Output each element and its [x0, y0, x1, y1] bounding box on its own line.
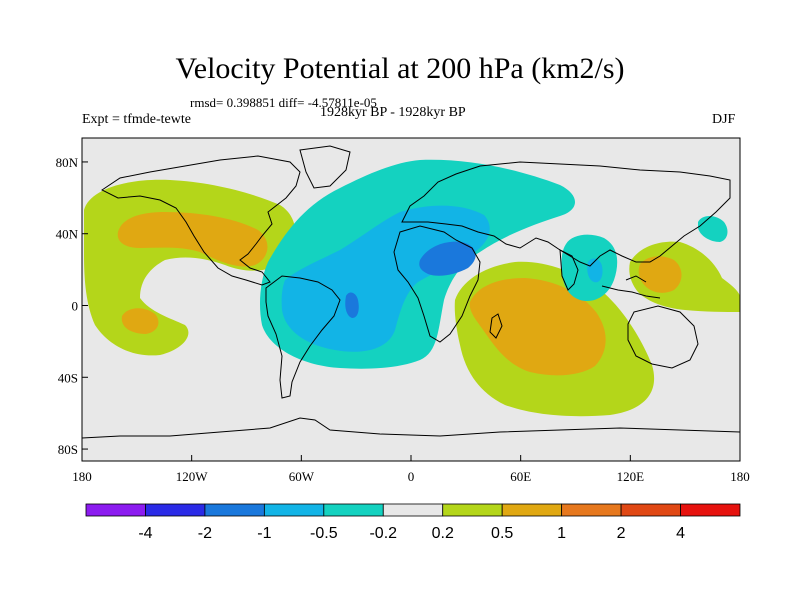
colorbar-swatch [442, 503, 503, 517]
lon-tick-label: 180 [72, 469, 92, 484]
coast-greenland [299, 145, 351, 189]
colorbar-swatch [263, 503, 325, 517]
contour-neg-north-pacific [698, 216, 728, 242]
colorbar-swatch [85, 503, 146, 517]
lon-tick-label: 120W [176, 469, 209, 484]
coast-indonesia [601, 275, 661, 299]
colorbar: -4 -2 -1 -0.5 -0.2 0.2 0.5 1 2 4 [85, 503, 741, 542]
colorbar-swatch [204, 503, 265, 517]
colorbar-swatch [680, 503, 741, 517]
colorbar-swatch [382, 503, 444, 517]
contour-neg-high-atlantic [345, 292, 359, 318]
colorbar-label: -2 [198, 525, 212, 542]
experiment-label: Expt = tfmde-tewte [82, 112, 191, 127]
colorbar-label: -0.5 [310, 525, 338, 542]
colorbar-swatch [145, 503, 206, 517]
lat-tick-label: 40S [58, 370, 78, 385]
colorbar-label: 0.2 [432, 525, 454, 542]
contour-mid-south-pacific [121, 308, 159, 334]
axis-ticks: 80N 40N 0 40S 80S 180 120W 60W 0 60E 120E 180 [56, 155, 750, 484]
coast-africa [393, 225, 481, 343]
coast-south-america [265, 275, 341, 399]
lon-tick-label: 60E [510, 469, 531, 484]
coast-australia [627, 305, 699, 369]
lat-tick-label: 80N [56, 155, 79, 170]
colorbar-swatch [561, 503, 622, 517]
colorbar-label: -4 [138, 525, 152, 542]
lon-tick-label: 60W [289, 469, 315, 484]
coast-north-america [101, 155, 301, 286]
season-label: DJF [712, 112, 736, 127]
coast-madagascar [489, 313, 503, 339]
colorbar-swatch [620, 503, 681, 517]
colorbar-label: 1 [557, 525, 566, 542]
contour-fills [84, 159, 740, 417]
contour-mid-west-pacific [638, 256, 682, 293]
contour-neg-high-africa [419, 241, 476, 276]
lat-tick-label: 0 [72, 299, 79, 314]
contour-neg-mid-atlantic [281, 205, 490, 352]
lat-tick-label: 80S [58, 442, 78, 457]
contour-mid-north-america [117, 212, 268, 267]
contour-mid-indian-ocean [469, 278, 606, 376]
coast-eurasia [401, 161, 731, 267]
period-label: 1928kyr BP - 1928kyr BP [320, 105, 466, 120]
lat-tick-label: 40N [56, 227, 79, 242]
colorbar-label: 0.5 [491, 525, 513, 542]
coastlines [82, 145, 740, 439]
lon-tick-label: 180 [730, 469, 750, 484]
stats-label: rmsd= 0.398851 diff= -4.57811e-05 [190, 95, 377, 110]
lon-tick-label: 120E [617, 469, 645, 484]
figure-title: Velocity Potential at 200 hPa (km2/s) [175, 52, 625, 85]
coast-india [559, 249, 579, 291]
colorbar-label: -0.2 [369, 525, 397, 542]
colorbar-label: 4 [676, 525, 685, 542]
colorbar-label: -1 [257, 525, 271, 542]
colorbar-swatch [501, 503, 563, 517]
colorbar-label: 2 [617, 525, 626, 542]
lon-tick-label: 0 [408, 469, 415, 484]
coast-antarctica [82, 417, 740, 439]
colorbar-swatch [323, 503, 384, 517]
